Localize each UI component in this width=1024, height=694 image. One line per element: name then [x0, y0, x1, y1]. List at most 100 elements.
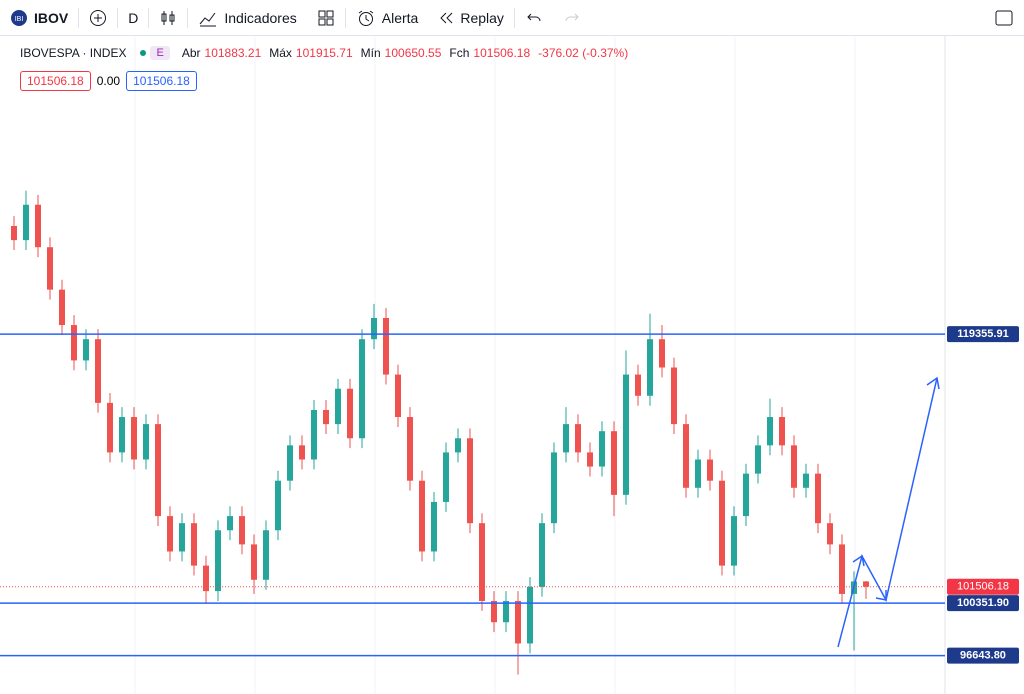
- compare-button[interactable]: [79, 0, 117, 36]
- candle-body: [563, 424, 569, 453]
- candle-body: [155, 424, 161, 517]
- candle-body: [239, 516, 245, 545]
- candle-body: [335, 388, 341, 425]
- indicators-button[interactable]: Indicadores: [188, 0, 306, 36]
- layout-icon: [318, 10, 334, 25]
- candle-body: [23, 204, 29, 241]
- indicators-icon: [199, 12, 217, 26]
- candle-body: [791, 445, 797, 488]
- candle-body: [467, 438, 473, 524]
- candle-body: [623, 374, 629, 495]
- candle-body: [647, 339, 653, 396]
- price-axis: 101506.18 119355.91 100351.90 96643.80: [947, 326, 1019, 664]
- instrument-name: IBOVESPA · INDEX: [20, 46, 127, 60]
- candle-body: [347, 388, 353, 439]
- candle-body: [35, 204, 41, 248]
- candle-body: [659, 339, 665, 368]
- candle-body: [551, 452, 557, 524]
- layout-button[interactable]: [307, 0, 345, 36]
- candle-body: [767, 417, 773, 446]
- ask-box[interactable]: 101506.18: [126, 71, 197, 91]
- fullscreen-icon: [995, 10, 1013, 25]
- fullscreen-button[interactable]: [984, 0, 1024, 36]
- candle-body: [479, 523, 485, 602]
- candle-body: [731, 516, 737, 566]
- candle-body: [227, 516, 233, 531]
- candle-icon: [161, 10, 175, 25]
- redo-button[interactable]: [553, 0, 591, 36]
- bid-box[interactable]: 101506.18: [20, 71, 91, 91]
- open-value: 101883.21: [204, 46, 262, 60]
- candle-body: [587, 452, 593, 467]
- candle-body: [275, 480, 281, 531]
- candle-body: [803, 473, 809, 488]
- candle-body: [599, 431, 605, 467]
- alert-button[interactable]: Alerta: [346, 0, 429, 36]
- separator: [187, 7, 189, 28]
- candle-body: [395, 374, 401, 418]
- candle-body: [743, 473, 749, 517]
- candle-body: [59, 289, 65, 326]
- symbol-button[interactable]: IBI IBOV: [0, 0, 78, 36]
- separator: [148, 7, 150, 28]
- replay-button[interactable]: Replay: [428, 0, 514, 36]
- candle-body: [827, 523, 833, 545]
- candle-body: [515, 601, 521, 644]
- last-price-tag: [947, 578, 1019, 595]
- candle-body: [635, 374, 641, 396]
- candle-body: [695, 459, 701, 488]
- interval: D: [128, 9, 139, 26]
- symbol: IBOV: [34, 9, 69, 26]
- high-value: 101915.71: [295, 46, 353, 60]
- level-tag: [947, 595, 1019, 612]
- separator: [513, 7, 515, 28]
- interval-button[interactable]: D: [118, 0, 148, 36]
- candle-body: [683, 424, 689, 488]
- candle-body: [11, 225, 17, 241]
- candle-body: [455, 438, 461, 453]
- candle-body: [419, 480, 425, 552]
- vertical-grid: [134, 36, 856, 694]
- open-label: Abr: [181, 46, 201, 60]
- candle-body: [539, 523, 545, 587]
- candle-body: [527, 586, 533, 644]
- high-label: Máx: [269, 46, 292, 60]
- chart-type-button[interactable]: [149, 0, 187, 36]
- candle-body: [119, 417, 125, 453]
- quote-boxes: 101506.18 0.00 101506.18: [20, 71, 197, 91]
- candle-body: [47, 247, 53, 290]
- close-value: 101506.18: [473, 46, 531, 60]
- candle-body: [431, 501, 437, 552]
- low-label: Mín: [360, 46, 381, 60]
- low-value: 100650.55: [384, 46, 442, 60]
- change: -376.02 (-0.37%): [538, 46, 629, 60]
- level-tag: [947, 647, 1019, 664]
- arrow-head: [852, 554, 865, 567]
- candle-body: [383, 317, 389, 375]
- candle-body: [311, 409, 317, 460]
- candle-body: [575, 424, 581, 453]
- candles: [0, 190, 945, 675]
- undo-button[interactable]: [515, 0, 553, 36]
- exchange-badge: E: [150, 46, 170, 60]
- svg-text:IBI: IBI: [15, 15, 24, 22]
- alert: Alerta: [381, 9, 419, 26]
- candle-body: [191, 523, 197, 566]
- level-label: 100351.90: [957, 597, 1009, 609]
- candle-body: [719, 480, 725, 566]
- separator: [344, 7, 346, 28]
- spread: 0.00: [96, 74, 121, 88]
- indicators: Indicadores: [224, 9, 297, 26]
- candle-body: [323, 409, 329, 425]
- drawing-arrows: [837, 376, 940, 648]
- candle-body: [443, 452, 449, 502]
- level-label: 119355.91: [957, 328, 1008, 340]
- last-price-label: 101506.18: [957, 581, 1009, 593]
- candle-body: [107, 402, 113, 453]
- candle-body: [671, 367, 677, 425]
- candle-body: [359, 339, 365, 439]
- candle-body: [167, 516, 173, 552]
- replay: Replay: [460, 9, 504, 26]
- trend-arrow-path: [837, 377, 938, 648]
